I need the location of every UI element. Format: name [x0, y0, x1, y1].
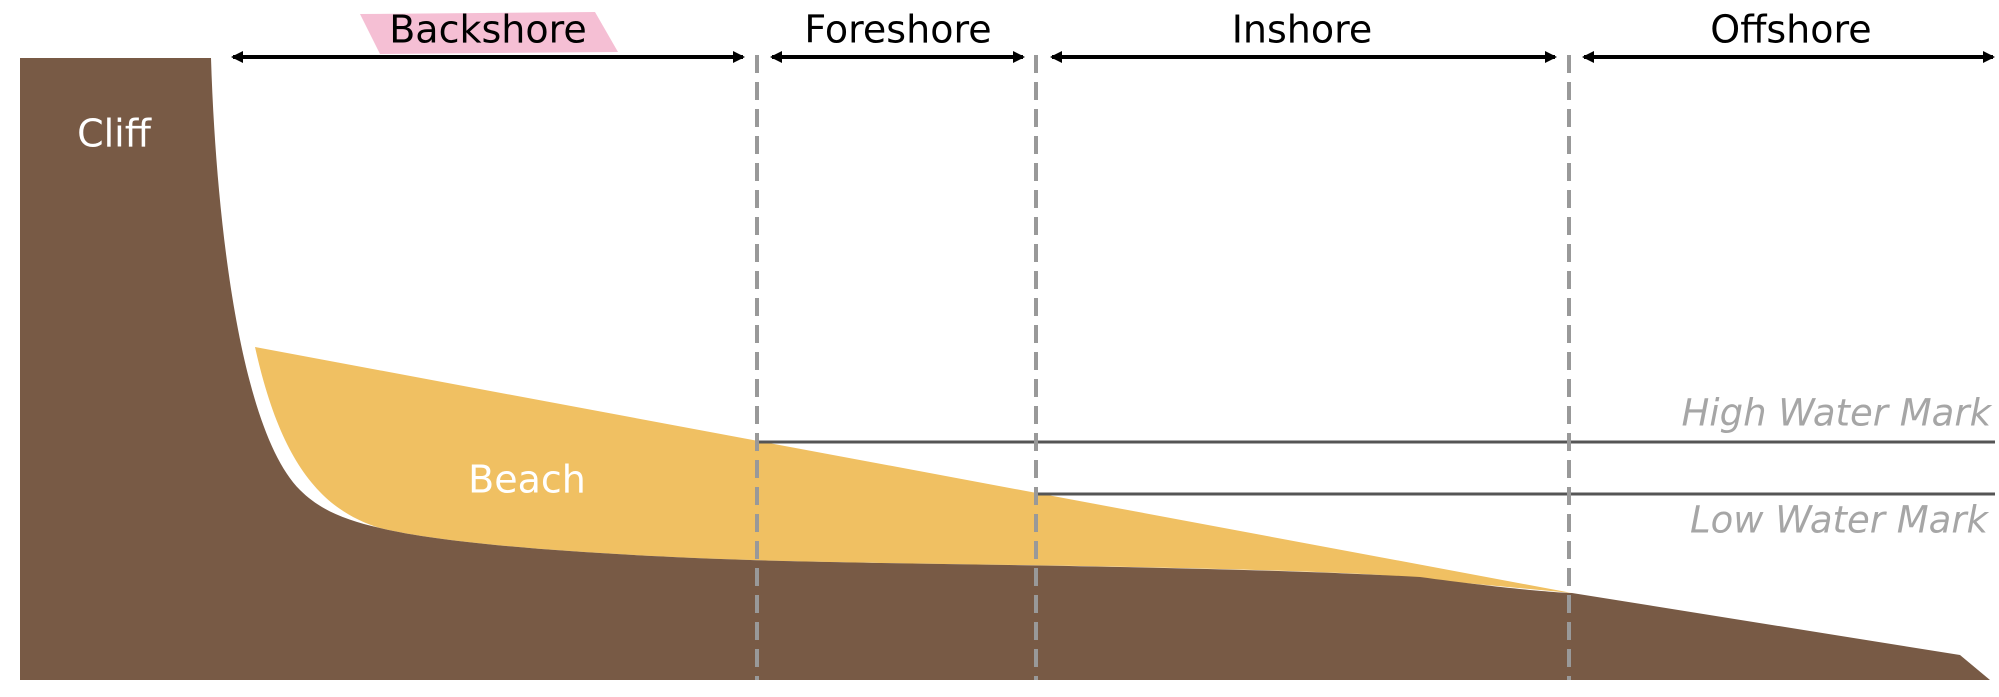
zone-label-offshore: Offshore: [1710, 8, 1871, 52]
high-water-mark-label: High Water Mark: [1681, 392, 1992, 435]
zone-label-backshore: Backshore: [389, 8, 587, 52]
cliff-rock: [20, 58, 1990, 680]
zone-label-inshore: Inshore: [1232, 8, 1373, 52]
beach-sand: [255, 347, 1572, 593]
low-water-mark-label: Low Water Mark: [1690, 499, 1990, 542]
beach-label: Beach: [468, 458, 586, 502]
cliff-label: Cliff: [77, 112, 152, 156]
backshore-highlight: [360, 12, 618, 54]
zone-label-foreshore: Foreshore: [804, 8, 991, 52]
